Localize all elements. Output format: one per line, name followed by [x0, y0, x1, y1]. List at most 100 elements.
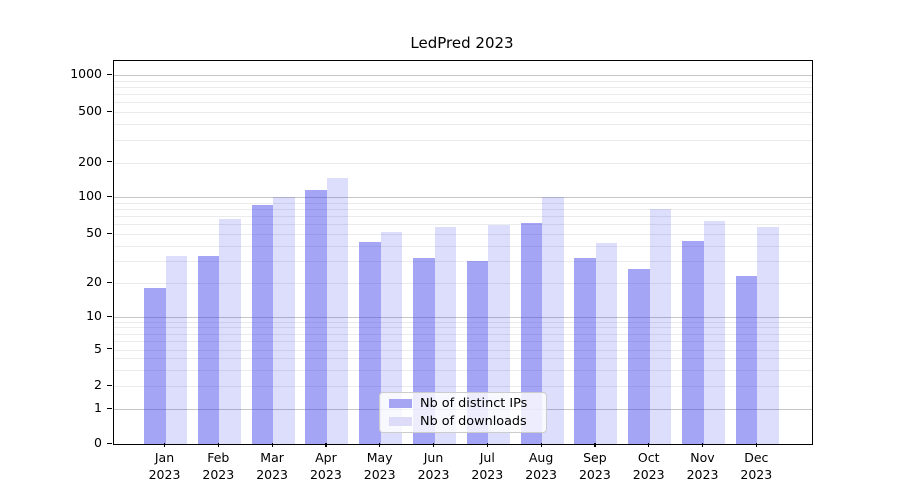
x-tick-label: Apr 2023 [294, 449, 358, 483]
plot-area [113, 60, 813, 445]
gridline-minor [114, 245, 812, 247]
x-tick-year: 2023 [309, 467, 342, 482]
x-tick-label: Mar 2023 [240, 449, 304, 483]
x-tick-label: Dec 2023 [724, 449, 788, 483]
bar-distinct-ips [251, 205, 274, 444]
x-tick-mark [271, 443, 273, 447]
gridline-minor [114, 102, 812, 104]
bar-downloads [542, 197, 564, 444]
y-tick-mark [107, 161, 112, 163]
y-tick-label: 10 [86, 308, 102, 323]
bar-distinct-ips [144, 288, 166, 444]
gridline-minor [114, 80, 812, 82]
y-tick-label: 5 [94, 340, 102, 356]
bar-downloads [595, 243, 618, 444]
chart-title: LedPred 2023 [410, 34, 514, 52]
x-tick-mark [432, 443, 435, 447]
x-tick-mark [648, 443, 650, 447]
x-tick-year: 2023 [417, 467, 450, 482]
x-tick-year: 2023 [148, 467, 181, 482]
y-tick-mark [107, 442, 112, 444]
x-tick-mark [486, 443, 488, 447]
y-tick-mark [107, 384, 112, 386]
bar-distinct-ips [197, 256, 220, 444]
gridline-minor [114, 224, 812, 226]
gridline-major [114, 317, 812, 318]
x-tick-mark [163, 443, 166, 447]
x-tick-year: 2023 [578, 467, 611, 482]
x-tick-year: 2023 [471, 467, 504, 482]
gridline-minor [114, 369, 812, 371]
bar-distinct-ips [628, 268, 650, 444]
y-tick-mark [107, 195, 112, 197]
x-tick-label: Sep 2023 [563, 449, 627, 483]
bar-downloads [649, 208, 672, 444]
bar-downloads [434, 227, 456, 444]
bar-distinct-ips [359, 242, 381, 444]
legend: Nb of distinct IPs Nb of downloads [379, 392, 547, 433]
bar-distinct-ips [305, 190, 327, 444]
y-tick-mark [107, 232, 112, 234]
x-tick-mark [325, 443, 327, 447]
gridline-major [114, 75, 812, 76]
bar-distinct-ips [682, 240, 704, 444]
x-tick-label: Jul 2023 [455, 449, 519, 483]
y-tick-label: 500 [78, 103, 102, 118]
gridline-minor [114, 321, 812, 323]
legend-item: Nb of downloads [389, 414, 537, 429]
y-tick-label: 0 [94, 435, 102, 450]
y-tick-label: 1000 [70, 66, 102, 81]
gridline-minor [114, 94, 812, 96]
bar-downloads [757, 227, 779, 444]
gridline-minor [114, 358, 812, 360]
gridline-minor [114, 349, 812, 351]
gridline-minor [114, 283, 812, 284]
x-tick-year: 2023 [525, 467, 557, 482]
gridline-minor [114, 86, 812, 88]
x-tick-label: Aug 2023 [509, 449, 573, 483]
y-tick-label: 20 [86, 274, 102, 289]
x-tick-mark [379, 443, 381, 447]
gridline-minor [114, 112, 812, 113]
x-tick-mark [540, 443, 542, 447]
legend-swatch-downloads [389, 417, 412, 426]
legend-item: Nb of distinct IPs [389, 396, 537, 411]
legend-swatch-distinct-ips [389, 399, 412, 408]
bar-downloads [326, 177, 349, 444]
gridline-minor [114, 140, 812, 142]
x-tick-year: 2023 [202, 467, 235, 482]
x-tick-mark [755, 443, 757, 447]
x-tick-label: Jan 2023 [133, 449, 197, 483]
gridline-minor [114, 327, 812, 329]
x-tick-year: 2023 [256, 467, 288, 482]
x-tick-label: Nov 2023 [671, 449, 735, 483]
gridline-minor [114, 162, 812, 164]
legend-label: Nb of distinct IPs [420, 396, 528, 411]
y-tick-label: 50 [86, 225, 102, 240]
y-tick-label: 200 [78, 153, 102, 169]
y-tick-mark [107, 407, 112, 409]
gridline-minor [114, 202, 812, 204]
x-tick-label: May 2023 [348, 449, 412, 483]
x-tick-mark [217, 443, 219, 447]
x-tick-label: Jun 2023 [402, 449, 466, 483]
gridline-minor [114, 261, 812, 263]
bar-downloads [273, 196, 295, 444]
bar-downloads [703, 220, 725, 444]
gridline-minor [114, 124, 812, 126]
y-tick-mark [107, 315, 112, 317]
y-tick-mark [107, 73, 112, 75]
gridline-minor [114, 234, 812, 235]
x-tick-year: 2023 [632, 467, 665, 482]
y-tick-label: 100 [78, 188, 102, 203]
x-tick-label: Feb 2023 [186, 449, 250, 483]
y-tick-mark [107, 348, 112, 350]
bar-downloads [380, 231, 403, 444]
x-tick-mark [701, 443, 704, 447]
x-tick-mark [594, 443, 596, 447]
bar-distinct-ips [574, 257, 596, 444]
bar-distinct-ips [520, 223, 543, 444]
x-tick-year: 2023 [740, 467, 773, 482]
y-tick-label: 2 [94, 377, 102, 392]
